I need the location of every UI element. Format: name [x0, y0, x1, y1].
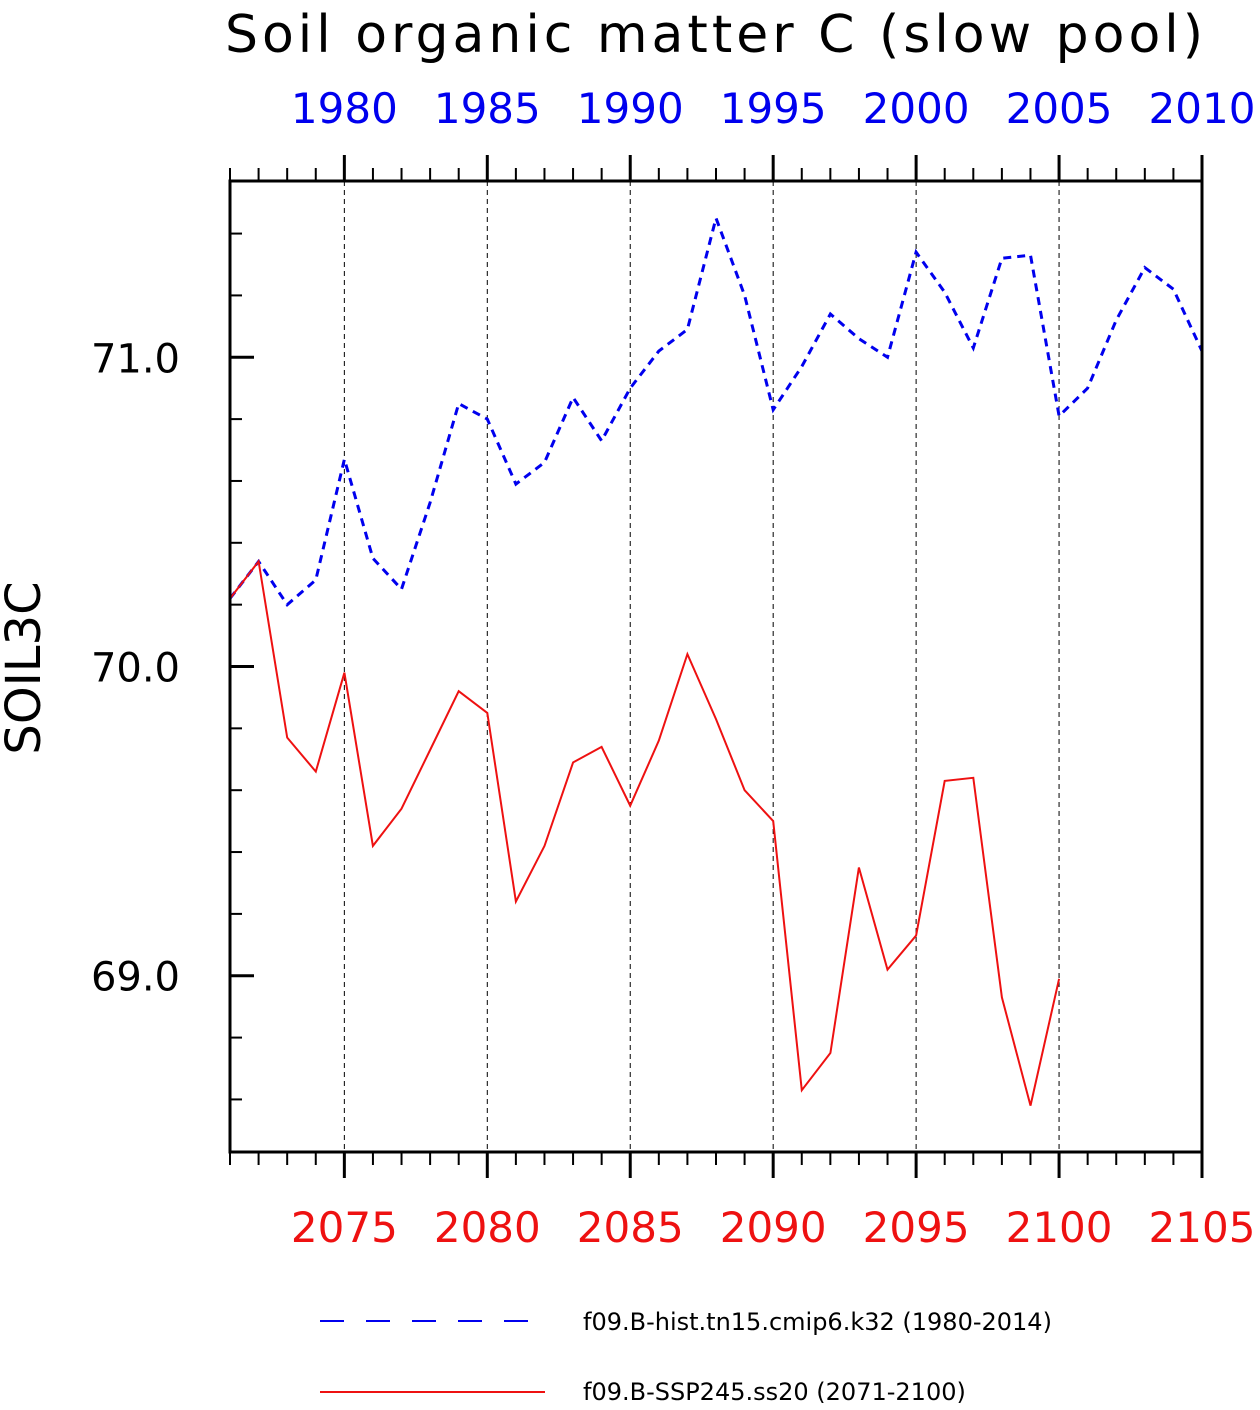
y-tick-label: 69.0	[91, 955, 180, 1001]
top-x-tick-labels: 1980 1985 1990 1995 2000 2005 2010	[291, 84, 1256, 133]
y-axis-label: SOIL3C	[0, 581, 52, 754]
top-x-tick-label: 2010	[1149, 84, 1256, 133]
bottom-x-tick-label: 2080	[434, 1203, 541, 1252]
bottom-x-tick-label: 2100	[1006, 1203, 1113, 1252]
axis-ticks	[229, 155, 1204, 1178]
bottom-x-tick-label: 2085	[577, 1203, 684, 1252]
y-tick-labels: 69.0 70.0 71.0	[91, 336, 180, 1000]
top-x-tick-label: 2005	[1006, 84, 1113, 133]
bottom-x-tick-label: 2075	[291, 1203, 398, 1252]
top-x-tick-label: 1980	[291, 84, 398, 133]
y-tick-label: 70.0	[91, 646, 180, 692]
chart-title: Soil organic matter C (slow pool)	[225, 5, 1207, 65]
legend: f09.B-hist.tn15.cmip6.k32 (1980-2014) f0…	[320, 1308, 1052, 1406]
bottom-x-tick-label: 2090	[720, 1203, 827, 1252]
legend-label-ssp245: f09.B-SSP245.ss20 (2071-2100)	[583, 1378, 966, 1406]
y-tick-label: 71.0	[91, 336, 180, 382]
vertical-gridlines	[343, 181, 1060, 1152]
bottom-x-tick-label: 2095	[863, 1203, 970, 1252]
top-x-tick-label: 2000	[863, 84, 970, 133]
top-x-tick-label: 1995	[720, 84, 827, 133]
series-line-0	[228, 213, 1204, 607]
top-x-tick-label: 1985	[434, 84, 541, 133]
series-layer	[228, 213, 1204, 1106]
plot-frame	[228, 179, 1204, 1154]
legend-label-hist: f09.B-hist.tn15.cmip6.k32 (1980-2014)	[583, 1308, 1052, 1336]
top-x-tick-label: 1990	[577, 84, 684, 133]
series-line-1	[229, 558, 1061, 1106]
bottom-x-tick-label: 2105	[1149, 1203, 1256, 1252]
bottom-x-tick-labels: 2075 2080 2085 2090 2095 2100 2105	[291, 1203, 1256, 1252]
